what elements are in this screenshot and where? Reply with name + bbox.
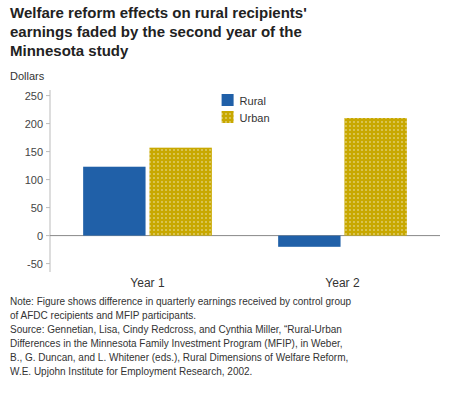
x-tick-label: Year 1 [130,276,165,290]
legend-swatch [222,94,234,106]
note-line: B., G. Duncan, and L. Whitener (eds.), R… [10,352,348,363]
note: Note: Figure shows difference in quarter… [10,296,352,377]
legend-swatch [222,111,234,123]
x-tick-label: Year 2 [325,276,360,290]
y-tick [46,263,50,264]
y-tick [46,123,50,124]
y-axis-line [50,90,51,272]
y-tick [46,151,50,152]
legend-label: Urban [240,112,270,124]
note-line: W.E. Upjohn Institute for Employment Res… [10,366,252,377]
title-line: earnings faded by the second year of the [10,23,302,40]
y-tick [46,207,50,208]
y-tick-label: 50 [31,202,43,214]
title-line: Welfare reform effects on rural recipien… [10,4,307,21]
y-tick-label: -50 [27,258,43,270]
note-line: Differences in the Minnesota Family Inve… [10,338,343,349]
y-tick-label: 100 [25,174,43,186]
y-tick [46,235,50,236]
y-tick-label: 0 [37,230,43,242]
y-tick [46,95,50,96]
bars [83,118,407,247]
bar [344,118,406,236]
bar [278,236,340,247]
title-line: Minnesota study [10,42,129,59]
legend: Rural Urban [222,94,270,124]
note-line: Source: Gennetian, Lisa, Cindy Redcross,… [10,324,342,335]
y-tick [46,179,50,180]
y-tick-label: 200 [25,118,43,130]
chart: Welfare reform effects on rural recipien… [0,0,450,393]
y-tick-label: 250 [25,90,43,102]
y-tick-label: 150 [25,146,43,158]
note-line: Note: Figure shows difference in quarter… [10,296,352,307]
bar [83,167,145,236]
bar [149,148,211,236]
y-label: Dollars [10,70,45,82]
note-line: of AFDC recipients and MFIP participants… [10,310,196,321]
legend-label: Rural [240,95,266,107]
title: Welfare reform effects on rural recipien… [10,4,307,59]
